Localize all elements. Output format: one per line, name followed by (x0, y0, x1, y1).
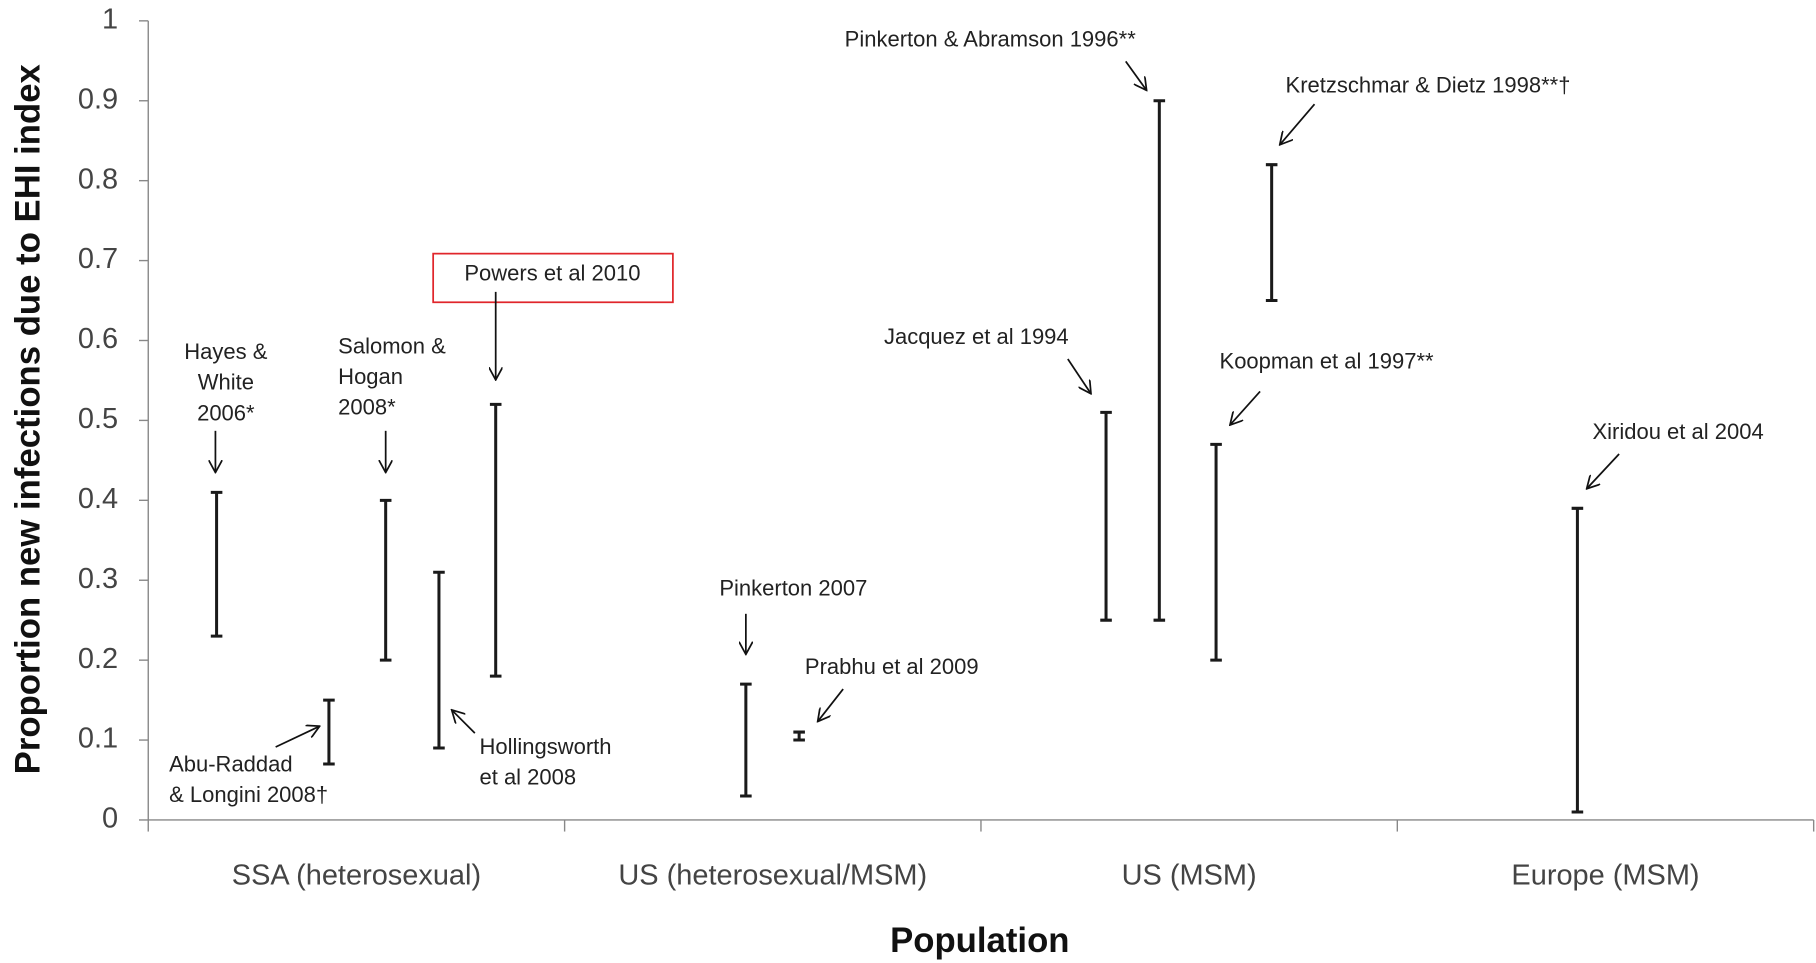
range-bar (1265, 163, 1278, 303)
study-label: Hayes & (184, 339, 267, 364)
highlight-box (432, 252, 674, 304)
study-label: Salomon & (338, 333, 446, 358)
range-bar (489, 402, 502, 678)
study-label: 2006* (197, 400, 255, 425)
x-tick-label: Europe (MSM) (1511, 859, 1699, 891)
study-label: Koopman et al 1997** (1220, 348, 1434, 373)
range-bar (323, 698, 335, 766)
range-bar (379, 498, 392, 662)
range-bar (1100, 410, 1112, 622)
study-label: Pinkerton & Abramson 1996** (845, 26, 1137, 51)
y-axis-title: Proportion new infections due to EHI ind… (9, 63, 47, 774)
arrow (1125, 60, 1147, 90)
arrow (275, 726, 320, 748)
range-bar (1153, 99, 1166, 622)
y-tick-label: 0.7 (78, 243, 118, 275)
study-label: Hollingsworth (479, 734, 611, 759)
study-label: Prabhu et al 2009 (805, 654, 979, 679)
x-tick-label: SSA (heterosexual) (232, 859, 481, 891)
x-axis-title: Population (890, 922, 1069, 960)
arrow (452, 710, 476, 734)
study-label: Kretzschmar & Dietz 1998**† (1286, 73, 1571, 98)
range-bar (740, 682, 752, 798)
study-label: Pinkerton 2007 (719, 575, 867, 600)
arrow (1280, 103, 1316, 145)
range-bar (1210, 442, 1222, 662)
range-bar (433, 570, 445, 750)
study-label: et al 2008 (479, 765, 576, 790)
y-tick-label: 0.1 (78, 723, 118, 755)
range-bar (210, 490, 223, 638)
x-tick-label: US (MSM) (1122, 859, 1257, 891)
y-tick-label: 0 (102, 803, 118, 835)
y-tick-label: 0.8 (78, 163, 118, 195)
range-bar (1571, 506, 1584, 814)
arrow (1230, 390, 1261, 425)
y-tick-label: 0.2 (78, 643, 118, 675)
arrow (1587, 453, 1620, 489)
arrow (818, 688, 844, 721)
y-tick-label: 0.5 (78, 403, 118, 435)
y-tick-label: 0.6 (78, 323, 118, 355)
arrow (1067, 358, 1091, 394)
y-tick-label: 1 (102, 3, 118, 35)
study-label: & Longini 2008† (169, 782, 328, 807)
x-tick-label: US (heterosexual/MSM) (618, 859, 927, 891)
study-label: Xiridou et al 2004 (1592, 419, 1763, 444)
study-label: Hogan (338, 364, 403, 389)
study-label: Powers et al 2010 (464, 260, 640, 285)
y-tick-label: 0.3 (78, 563, 118, 595)
study-label: Jacquez et al 1994 (884, 324, 1069, 349)
study-label: 2008* (338, 395, 396, 420)
y-tick-label: 0.4 (78, 483, 118, 515)
study-label: White (198, 370, 254, 395)
range-bar (793, 730, 805, 742)
study-label: Abu-Raddad (169, 751, 293, 776)
y-tick-label: 0.9 (78, 83, 118, 115)
